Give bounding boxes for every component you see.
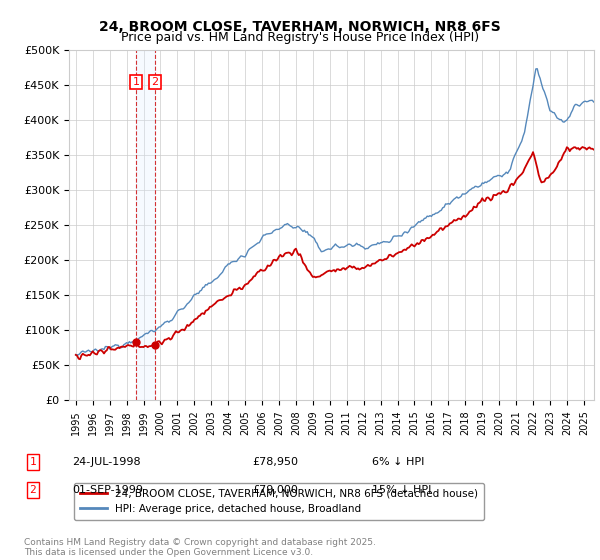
Text: 01-SEP-1999: 01-SEP-1999 xyxy=(72,485,143,495)
Text: Price paid vs. HM Land Registry's House Price Index (HPI): Price paid vs. HM Land Registry's House … xyxy=(121,31,479,44)
Text: Contains HM Land Registry data © Crown copyright and database right 2025.
This d: Contains HM Land Registry data © Crown c… xyxy=(24,538,376,557)
Text: 6% ↓ HPI: 6% ↓ HPI xyxy=(372,457,424,467)
Text: 2: 2 xyxy=(29,485,37,495)
Bar xyxy=(136,50,155,400)
Text: £79,000: £79,000 xyxy=(252,485,298,495)
Text: 1: 1 xyxy=(29,457,37,467)
Text: 15% ↓ HPI: 15% ↓ HPI xyxy=(372,485,431,495)
Text: 2: 2 xyxy=(151,77,158,87)
Text: £78,950: £78,950 xyxy=(252,457,298,467)
Text: 24-JUL-1998: 24-JUL-1998 xyxy=(72,457,140,467)
Text: 24, BROOM CLOSE, TAVERHAM, NORWICH, NR8 6FS: 24, BROOM CLOSE, TAVERHAM, NORWICH, NR8 … xyxy=(99,20,501,34)
Text: 1: 1 xyxy=(133,77,139,87)
Legend: 24, BROOM CLOSE, TAVERHAM, NORWICH, NR8 6FS (detached house), HPI: Average price: 24, BROOM CLOSE, TAVERHAM, NORWICH, NR8 … xyxy=(74,483,484,520)
